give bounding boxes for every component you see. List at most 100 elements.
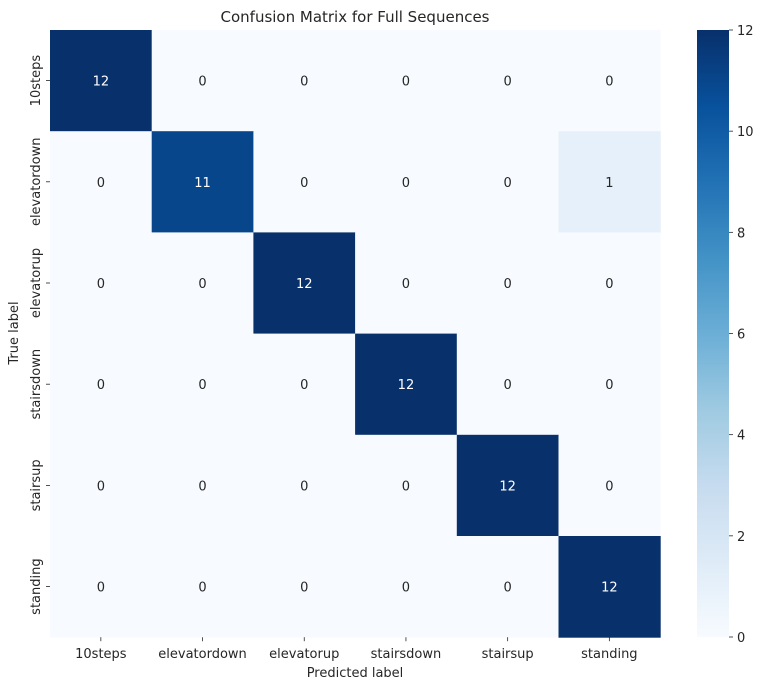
cell-value-label: 0: [504, 176, 512, 191]
cell-value-label: 12: [601, 581, 618, 596]
colorbar: [697, 30, 729, 637]
cell-value-label: 0: [300, 176, 308, 191]
heatmap-cell: [456, 434, 559, 537]
cell-value-label: 12: [296, 277, 313, 292]
cell-value-label: 0: [198, 378, 206, 393]
y-tick-label: stairsup: [29, 459, 44, 511]
cell-value-label: 12: [93, 75, 110, 90]
heatmap-cell: [151, 131, 254, 233]
x-tick-label: stairsdown: [371, 647, 442, 662]
cell-value-label: 11: [194, 176, 211, 191]
heatmap-cell: [355, 232, 458, 335]
x-tick-label: elevatordown: [158, 647, 247, 662]
y-tick-labels: 10steps elevatordown elevatorup stairsdown s…: [29, 55, 50, 615]
cell-value-label: 12: [398, 378, 415, 393]
heatmap-cell: [355, 434, 458, 537]
y-tick-label: standing: [29, 558, 44, 614]
x-axis-label: Predicted label: [307, 666, 404, 681]
cell-value-label: 0: [198, 479, 206, 494]
colorbar-tick-label: 4: [737, 429, 745, 444]
heatmap-cell: [558, 131, 661, 233]
x-tick-label: stairsup: [482, 647, 534, 662]
x-tick-label: 10steps: [75, 647, 127, 662]
cell-value-label: 1: [605, 176, 613, 191]
cell-value-label: 0: [402, 75, 410, 90]
heatmap-cell: [558, 536, 661, 638]
heatmap-cell: [253, 131, 356, 233]
heatmap-cell: [50, 536, 153, 638]
colorbar-tick-label: 12: [737, 24, 754, 39]
y-tick-label: elevatorup: [29, 248, 44, 318]
colorbar-ticks: 0 2 4 6 8 10 12: [729, 24, 754, 646]
cell-value-label: 0: [97, 581, 105, 596]
heatmap-cell: [355, 536, 458, 638]
heatmap-cell: [355, 131, 458, 233]
cell-value-label: 0: [198, 75, 206, 90]
heatmap-cell: [456, 536, 559, 638]
y-axis-label: True label: [7, 301, 22, 365]
colorbar-tick-label: 0: [737, 631, 745, 646]
cell-value-label: 0: [605, 277, 613, 292]
heatmap-cell: [253, 536, 356, 638]
heatmap-cell: [50, 131, 153, 233]
cell-value-label: 0: [504, 378, 512, 393]
heatmap-cell: [456, 30, 559, 132]
heatmap-cell: [456, 131, 559, 233]
heatmap-cell: [151, 30, 254, 132]
heatmap-cell: [558, 232, 661, 335]
heatmap-cell: [50, 333, 153, 436]
cell-value-label: 0: [97, 479, 105, 494]
y-tick-label: elevatordown: [29, 138, 44, 227]
cell-value-label: 0: [198, 581, 206, 596]
cell-value-label: 0: [402, 277, 410, 292]
heatmap-cell: [355, 333, 458, 436]
cell-value-label: 0: [300, 581, 308, 596]
chart-title: Confusion Matrix for Full Sequences: [221, 8, 490, 26]
cell-value-label: 0: [97, 277, 105, 292]
heatmap-cell: [558, 333, 661, 436]
heatmap-cell: [355, 30, 458, 132]
colorbar-tick-label: 8: [737, 226, 745, 241]
heatmap-cell: [253, 333, 356, 436]
cell-value-label: 0: [402, 479, 410, 494]
heatmap-cell: [50, 232, 153, 335]
cell-value-label: 0: [605, 75, 613, 90]
cell-value-label: 0: [198, 277, 206, 292]
heatmap-cell: [151, 333, 254, 436]
heatmap-cells: 12 0 0 0 0 0 0 11 0 0 0 1 0 0 12 0 0 0 0 0 0 12 0 0 0 0 0 0 12 0 0 0 0 0 0…: [50, 30, 661, 638]
heatmap-cell: [50, 30, 153, 132]
heatmap-cell: [151, 536, 254, 638]
colorbar-tick-label: 6: [737, 328, 745, 343]
heatmap-cell: [50, 434, 153, 537]
cell-value-label: 0: [605, 378, 613, 393]
x-tick-labels: 10steps elevatordown elevatorup stairsdown s…: [75, 637, 638, 662]
y-tick-label: 10steps: [29, 55, 44, 107]
cell-value-label: 12: [499, 479, 516, 494]
cell-value-label: 0: [300, 378, 308, 393]
heatmap-cell: [151, 232, 254, 335]
heatmap-cell: [558, 434, 661, 537]
cell-value-label: 0: [402, 581, 410, 596]
heatmap-cell: [253, 30, 356, 132]
x-tick-label: elevatorup: [269, 647, 339, 662]
x-tick-label: standing: [581, 647, 637, 662]
heatmap-cell: [456, 232, 559, 335]
colorbar-tick-label: 10: [737, 125, 754, 140]
cell-value-label: 0: [504, 75, 512, 90]
heatmap-cell: [558, 30, 661, 132]
cell-value-label: 0: [504, 277, 512, 292]
y-tick-label: stairsdown: [29, 349, 44, 420]
cell-value-label: 0: [504, 581, 512, 596]
colorbar-tick-label: 2: [737, 530, 745, 545]
cell-value-label: 0: [97, 176, 105, 191]
cell-value-label: 0: [402, 176, 410, 191]
cell-value-label: 0: [300, 479, 308, 494]
heatmap-cell: [253, 232, 356, 335]
cell-value-label: 0: [605, 479, 613, 494]
heatmap-cell: [253, 434, 356, 537]
heatmap-cell: [456, 333, 559, 436]
cell-value-label: 0: [300, 75, 308, 90]
cell-value-label: 0: [97, 378, 105, 393]
heatmap-cell: [151, 434, 254, 537]
